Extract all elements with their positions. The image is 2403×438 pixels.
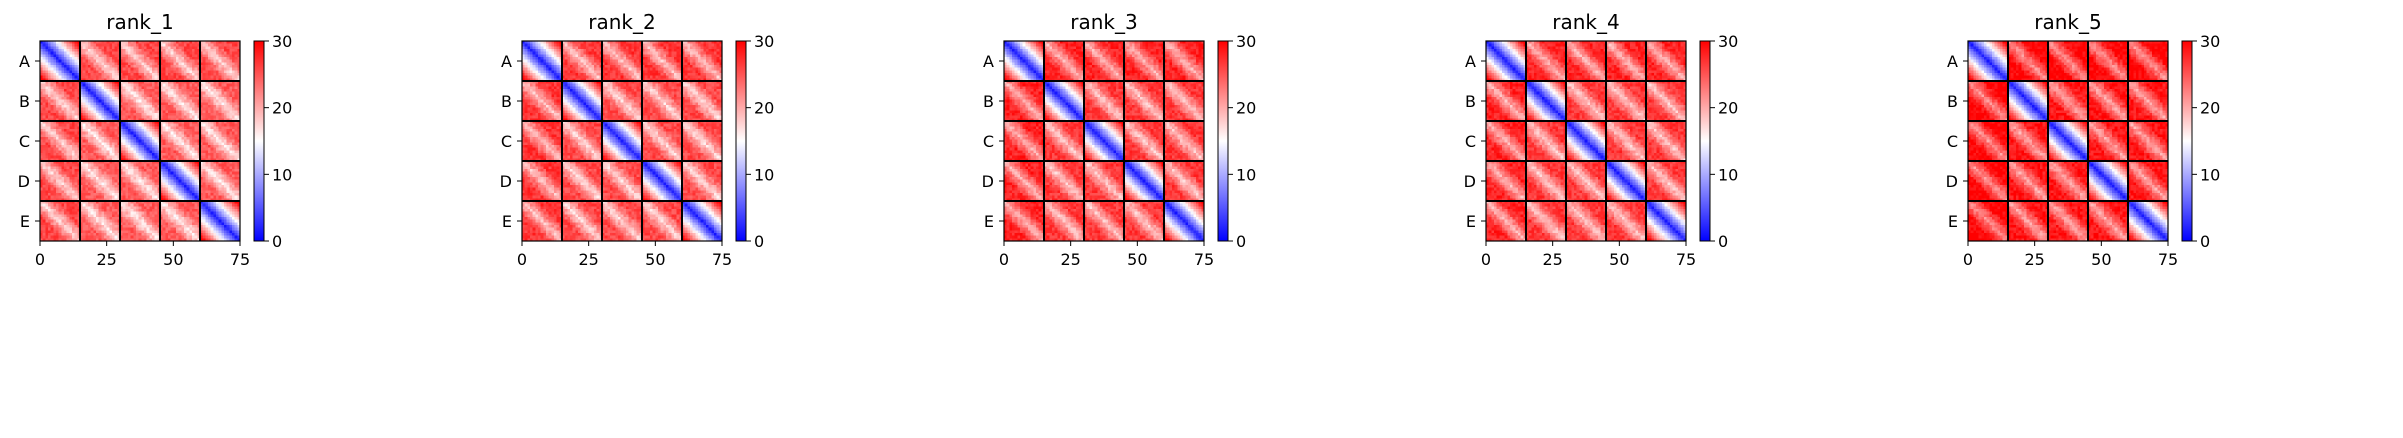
colorbar-tick-label: 30 xyxy=(1236,32,1256,51)
x-tick-label: 25 xyxy=(1060,250,1080,269)
heatmap-image xyxy=(522,41,722,241)
y-tick-label: D xyxy=(1946,172,1958,191)
colorbar xyxy=(2181,40,2193,242)
y-tick-label: B xyxy=(983,92,994,111)
y-tick-label: B xyxy=(501,92,512,111)
chart-title: rank_5 xyxy=(2034,10,2101,34)
y-tick-label: D xyxy=(18,172,30,191)
y-tick-label: E xyxy=(1466,212,1476,231)
y-tick-label: E xyxy=(1948,212,1958,231)
colorbar-tick-label: 30 xyxy=(272,32,292,51)
colorbar-tick-label: 20 xyxy=(272,99,292,118)
y-tick-label: E xyxy=(984,212,994,231)
colorbar-tick-label: 0 xyxy=(1236,232,1246,251)
colorbar-tick-label: 20 xyxy=(1718,99,1738,118)
colorbar-tick-label: 20 xyxy=(1236,99,1256,118)
x-tick-label: 25 xyxy=(2024,250,2044,269)
x-tick-label: 0 xyxy=(35,250,45,269)
y-tick-label: C xyxy=(1465,132,1476,151)
colorbar-tick-label: 0 xyxy=(1718,232,1728,251)
heatmap-image xyxy=(40,41,240,241)
y-tick-label: B xyxy=(1465,92,1476,111)
y-tick-label: B xyxy=(19,92,30,111)
x-tick-label: 0 xyxy=(517,250,527,269)
colorbar-tick-label: 30 xyxy=(2200,32,2220,51)
chart-title: rank_2 xyxy=(588,10,655,34)
y-tick-label: C xyxy=(983,132,994,151)
colorbar-tick-label: 10 xyxy=(272,165,292,184)
colorbar-tick-label: 10 xyxy=(754,165,774,184)
y-tick-label: D xyxy=(1464,172,1476,191)
colorbar xyxy=(253,40,265,242)
colorbar-tick-label: 30 xyxy=(1718,32,1738,51)
colorbar-tick-label: 10 xyxy=(1236,165,1256,184)
x-tick-label: 50 xyxy=(2091,250,2111,269)
colorbar xyxy=(735,40,747,242)
chart-title: rank_4 xyxy=(1552,10,1619,34)
y-tick-label: A xyxy=(1947,52,1958,71)
x-tick-label: 50 xyxy=(645,250,665,269)
x-tick-label: 0 xyxy=(1963,250,1973,269)
x-tick-label: 0 xyxy=(1481,250,1491,269)
colorbar-tick-label: 10 xyxy=(1718,165,1738,184)
y-tick-label: C xyxy=(1947,132,1958,151)
colorbar xyxy=(1217,40,1229,242)
chart-title: rank_3 xyxy=(1070,10,1137,34)
colorbar-tick-label: 0 xyxy=(754,232,764,251)
y-tick-label: A xyxy=(983,52,994,71)
y-tick-label: A xyxy=(1465,52,1476,71)
x-tick-label: 0 xyxy=(999,250,1009,269)
x-tick-label: 75 xyxy=(1676,250,1696,269)
x-tick-label: 75 xyxy=(230,250,250,269)
x-tick-label: 75 xyxy=(1194,250,1214,269)
x-tick-label: 50 xyxy=(163,250,183,269)
x-tick-label: 75 xyxy=(712,250,732,269)
heatmap-image xyxy=(1968,41,2168,241)
y-tick-label: D xyxy=(982,172,994,191)
y-tick-label: B xyxy=(1947,92,1958,111)
y-tick-label: A xyxy=(501,52,512,71)
y-tick-label: D xyxy=(500,172,512,191)
y-tick-label: C xyxy=(501,132,512,151)
colorbar xyxy=(1699,40,1711,242)
colorbar-tick-label: 0 xyxy=(2200,232,2210,251)
x-tick-label: 50 xyxy=(1127,250,1147,269)
x-tick-label: 25 xyxy=(1542,250,1562,269)
y-tick-label: A xyxy=(19,52,30,71)
x-tick-label: 50 xyxy=(1609,250,1629,269)
colorbar-tick-label: 30 xyxy=(754,32,774,51)
colorbar-tick-label: 0 xyxy=(272,232,282,251)
x-tick-label: 25 xyxy=(96,250,116,269)
y-tick-label: E xyxy=(20,212,30,231)
heatmap-image xyxy=(1486,41,1686,241)
y-tick-label: C xyxy=(19,132,30,151)
x-tick-label: 75 xyxy=(2158,250,2178,269)
heatmap-image xyxy=(1004,41,1204,241)
chart-title: rank_1 xyxy=(106,10,173,34)
colorbar-tick-label: 20 xyxy=(2200,99,2220,118)
colorbar-tick-label: 10 xyxy=(2200,165,2220,184)
colorbar-tick-label: 20 xyxy=(754,99,774,118)
y-tick-label: E xyxy=(502,212,512,231)
x-tick-label: 25 xyxy=(578,250,598,269)
